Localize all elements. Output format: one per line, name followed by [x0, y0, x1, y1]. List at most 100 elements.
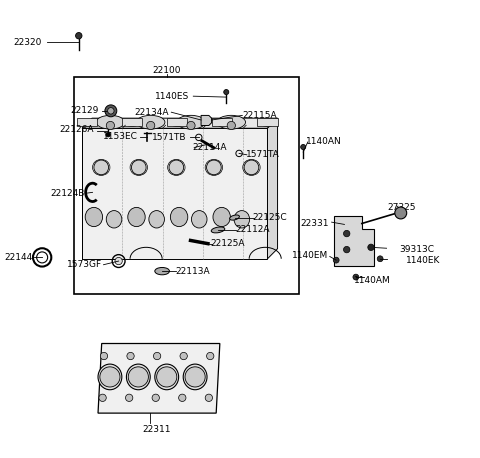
Ellipse shape — [183, 364, 207, 390]
Text: 1140AN: 1140AN — [306, 137, 342, 147]
Ellipse shape — [125, 120, 139, 126]
Circle shape — [300, 145, 306, 150]
Polygon shape — [335, 216, 374, 266]
Circle shape — [94, 160, 108, 174]
Circle shape — [146, 121, 155, 130]
Ellipse shape — [155, 364, 179, 390]
Circle shape — [100, 352, 108, 360]
Circle shape — [344, 246, 350, 253]
Ellipse shape — [217, 115, 245, 129]
Bar — [167, 118, 187, 126]
Circle shape — [99, 394, 106, 402]
Ellipse shape — [155, 267, 169, 275]
Ellipse shape — [213, 207, 230, 227]
Text: 22112A: 22112A — [235, 225, 270, 234]
Text: 22124B: 22124B — [50, 189, 84, 198]
Ellipse shape — [128, 207, 145, 227]
Polygon shape — [82, 128, 267, 259]
Circle shape — [368, 244, 374, 251]
Polygon shape — [82, 118, 277, 128]
Circle shape — [154, 352, 161, 360]
Ellipse shape — [177, 115, 205, 129]
Circle shape — [205, 394, 213, 402]
Ellipse shape — [126, 364, 150, 390]
Ellipse shape — [106, 211, 122, 228]
Text: 22331: 22331 — [301, 219, 329, 228]
Text: 22144: 22144 — [5, 253, 33, 262]
Circle shape — [180, 352, 187, 360]
Text: 1153EC: 1153EC — [104, 132, 138, 141]
Text: 1571TB: 1571TB — [152, 133, 186, 142]
Circle shape — [206, 160, 221, 174]
Ellipse shape — [98, 364, 122, 390]
Bar — [77, 118, 97, 126]
Text: 1573GF: 1573GF — [67, 260, 102, 269]
Circle shape — [377, 256, 383, 262]
Text: 22134A: 22134A — [134, 108, 169, 117]
Text: 22100: 22100 — [153, 66, 181, 76]
Text: 1140EM: 1140EM — [292, 251, 328, 260]
Circle shape — [185, 367, 205, 387]
Circle shape — [108, 108, 114, 114]
Text: 22126A: 22126A — [60, 125, 95, 134]
Bar — [74, 77, 299, 294]
Text: 39313C: 39313C — [399, 245, 434, 254]
Ellipse shape — [136, 115, 165, 129]
Circle shape — [206, 352, 214, 360]
Circle shape — [333, 257, 339, 263]
Circle shape — [344, 230, 350, 237]
Ellipse shape — [216, 120, 229, 126]
Bar — [122, 118, 142, 126]
Text: 1140EK: 1140EK — [406, 256, 440, 265]
Bar — [257, 118, 277, 126]
Circle shape — [353, 274, 359, 280]
Text: 22320: 22320 — [14, 38, 42, 47]
Polygon shape — [201, 115, 212, 125]
Circle shape — [75, 33, 82, 39]
Circle shape — [152, 394, 159, 402]
Ellipse shape — [234, 211, 250, 228]
Ellipse shape — [80, 120, 94, 126]
Ellipse shape — [211, 227, 225, 233]
Text: 27325: 27325 — [387, 202, 416, 212]
Ellipse shape — [96, 115, 125, 129]
Circle shape — [132, 160, 146, 174]
Circle shape — [187, 121, 195, 130]
Polygon shape — [267, 118, 277, 259]
Circle shape — [128, 367, 148, 387]
Text: 1140AM: 1140AM — [354, 276, 390, 285]
Circle shape — [115, 257, 122, 265]
Ellipse shape — [170, 207, 188, 227]
Circle shape — [125, 394, 133, 402]
Ellipse shape — [85, 207, 103, 227]
Text: 22311: 22311 — [143, 425, 171, 434]
Bar — [212, 118, 232, 126]
Circle shape — [100, 367, 120, 387]
Text: 22114A: 22114A — [192, 143, 227, 152]
Text: 22113A: 22113A — [175, 267, 210, 276]
Polygon shape — [98, 344, 220, 413]
Ellipse shape — [229, 215, 240, 220]
Circle shape — [127, 352, 134, 360]
Circle shape — [36, 252, 48, 263]
Ellipse shape — [149, 211, 165, 228]
Text: 22125C: 22125C — [253, 213, 288, 222]
Ellipse shape — [170, 120, 184, 126]
Text: 22115A: 22115A — [242, 111, 277, 120]
Circle shape — [169, 160, 184, 174]
Ellipse shape — [261, 120, 275, 126]
Text: 22129: 22129 — [71, 106, 99, 115]
Text: 1140ES: 1140ES — [156, 92, 190, 101]
Circle shape — [179, 394, 186, 402]
Text: 1571TA: 1571TA — [245, 150, 279, 159]
Circle shape — [106, 121, 115, 130]
Ellipse shape — [192, 211, 207, 228]
Circle shape — [224, 90, 229, 95]
Text: 22125A: 22125A — [210, 239, 245, 248]
Circle shape — [105, 105, 117, 117]
Circle shape — [106, 132, 110, 137]
Circle shape — [395, 207, 407, 219]
Circle shape — [156, 367, 177, 387]
Circle shape — [227, 121, 235, 130]
Circle shape — [244, 160, 259, 174]
